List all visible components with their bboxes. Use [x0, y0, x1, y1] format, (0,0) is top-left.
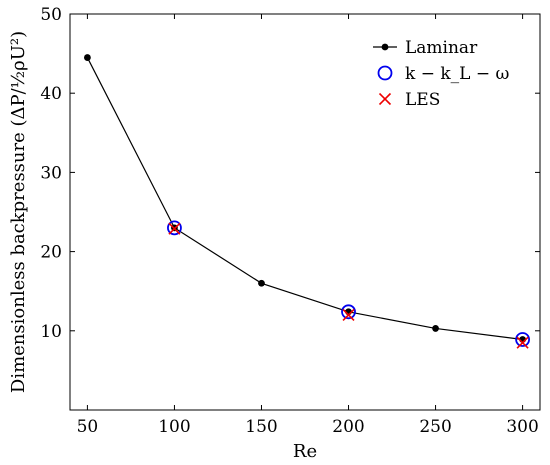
legend: Laminar k − k_L − ω LES [373, 38, 509, 110]
data-point [432, 325, 439, 332]
series-line [86, 57, 523, 341]
x-tick-label: 150 [245, 417, 277, 437]
legend-label: k − k_L − ω [405, 64, 509, 84]
y-axis-title: Dimensionless backpressure (ΔP/½ρU²) [8, 31, 29, 393]
data-point [258, 279, 265, 287]
legend-label: LES [405, 90, 440, 110]
x-tick-label: 100 [158, 417, 190, 437]
data-point [168, 222, 181, 235]
x-tick-label: 200 [332, 417, 364, 437]
y-tick-label: 10 [40, 322, 62, 342]
legend-marker [378, 92, 392, 106]
x-tick-label: 50 [77, 417, 99, 437]
data-point [84, 54, 91, 61]
cross-stroke [378, 92, 392, 106]
data-point [341, 304, 356, 320]
x-tick-label: 250 [419, 417, 451, 437]
series-1 [167, 220, 530, 347]
cross-stroke [516, 336, 529, 349]
x-axis-title: Re [293, 441, 317, 462]
y-tick-label: 40 [40, 84, 62, 104]
cross-stroke [342, 308, 355, 322]
legend-entry: k − k_L − ω [377, 64, 509, 84]
legend-entry: LES [378, 90, 440, 110]
data-point [516, 336, 529, 349]
y-tick-label: 30 [40, 163, 62, 183]
data-point [515, 332, 530, 347]
series-0 [84, 54, 526, 343]
legend-marker [381, 43, 389, 51]
cross-stroke [168, 222, 181, 235]
legend-marker [377, 65, 393, 81]
axes: 50 100 150 200 250 300 10 20 30 40 50 [40, 5, 541, 437]
x-tick-label: 300 [506, 417, 538, 437]
legend-label: Laminar [405, 38, 478, 58]
plot-frame [69, 13, 541, 411]
y-tick-label: 50 [40, 5, 62, 25]
plot-area [84, 54, 530, 349]
y-tick-label: 20 [40, 243, 62, 263]
data-point [342, 308, 355, 322]
legend-entry: Laminar [373, 38, 478, 58]
data-point [167, 220, 182, 236]
series-2 [168, 222, 529, 349]
